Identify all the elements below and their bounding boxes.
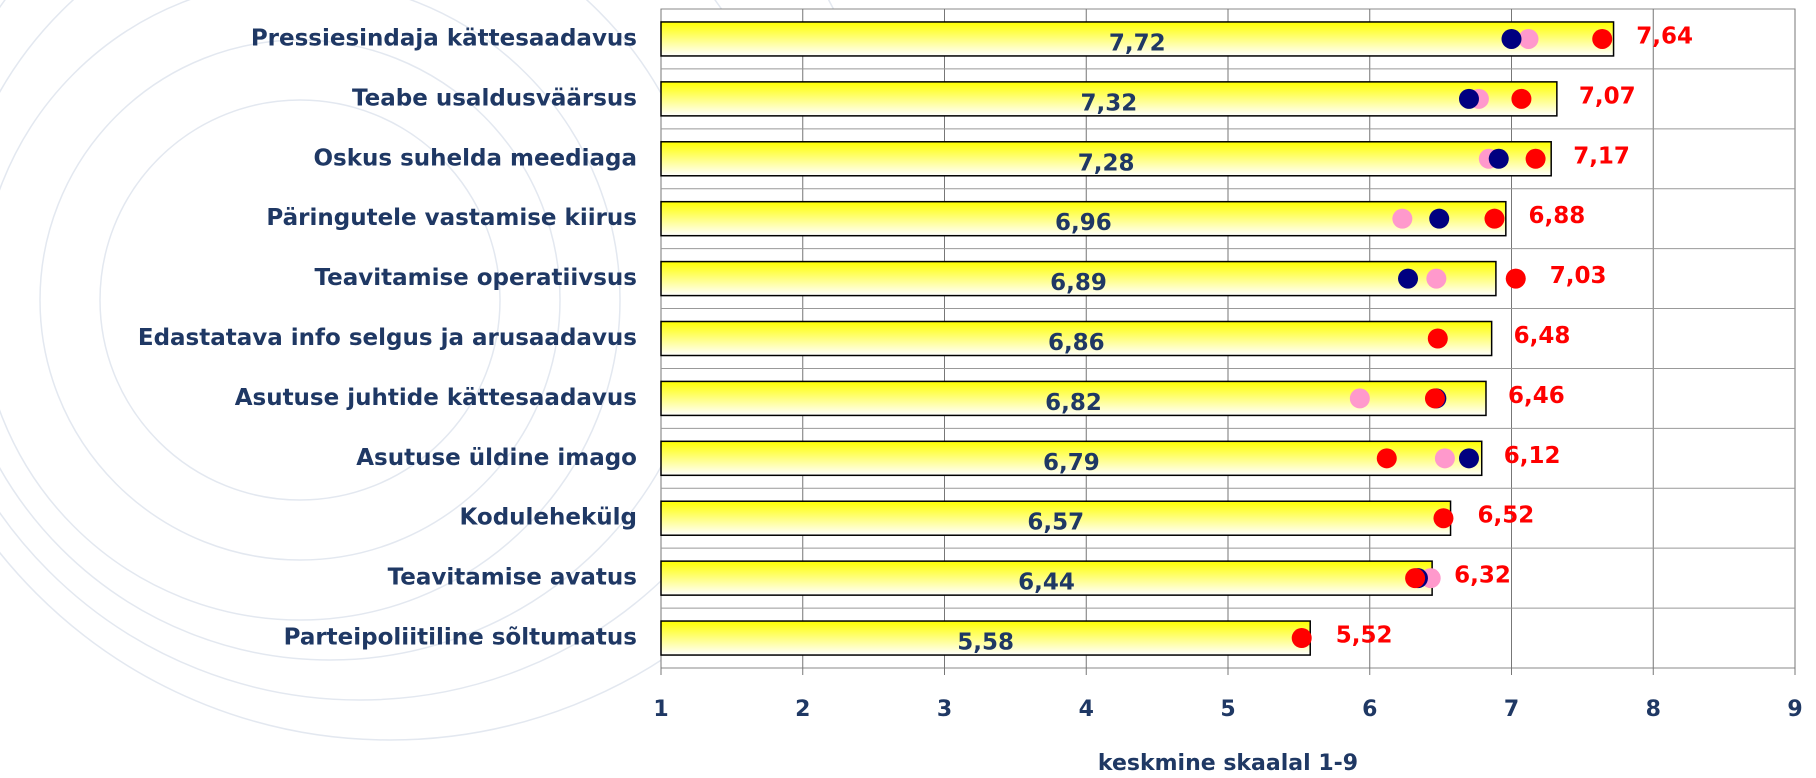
x-tick-label: 1 bbox=[653, 697, 668, 722]
y-tick-label: Oskus suhelda meediaga bbox=[313, 145, 637, 171]
bar bbox=[660, 380, 1487, 417]
bar-value-label: 5,58 bbox=[957, 630, 1014, 656]
y-tick-label: Pressiesindaja kättesaadavus bbox=[251, 25, 637, 51]
bar bbox=[660, 560, 1433, 596]
bar bbox=[660, 21, 1615, 57]
bar-value-label: 7,28 bbox=[1078, 150, 1135, 176]
bar-value-label: 7,32 bbox=[1081, 90, 1138, 116]
y-tick-label: Asutuse üldine imago bbox=[356, 445, 637, 471]
y-tick-label: Asutuse juhtide kättesaadavus bbox=[235, 385, 637, 411]
bar-value-label: 6,44 bbox=[1018, 570, 1075, 596]
marker bbox=[1434, 448, 1455, 469]
marker-value-label: 6,12 bbox=[1504, 443, 1561, 469]
bar bbox=[660, 260, 1497, 297]
bar bbox=[660, 141, 1552, 177]
bar-value-label: 6,57 bbox=[1027, 510, 1084, 536]
x-tick-label: 4 bbox=[1079, 697, 1094, 722]
marker bbox=[1427, 328, 1448, 349]
marker-value-label: 6,52 bbox=[1477, 503, 1534, 529]
marker bbox=[1488, 148, 1509, 169]
marker bbox=[1433, 508, 1454, 529]
x-axis-title: keskmine skaalal 1-9 bbox=[1098, 751, 1358, 776]
marker-value-label: 7,17 bbox=[1573, 143, 1630, 169]
bar-value-label: 6,82 bbox=[1045, 390, 1102, 416]
marker-value-label: 7,07 bbox=[1579, 83, 1636, 109]
x-tick-label: 5 bbox=[1220, 697, 1235, 722]
marker-value-label: 6,46 bbox=[1508, 383, 1565, 409]
x-tick-label: 9 bbox=[1787, 697, 1802, 722]
marker bbox=[1424, 388, 1445, 409]
y-tick-label: Edastatava info selgus ja arusaadavus bbox=[138, 325, 637, 351]
marker bbox=[1592, 28, 1613, 49]
marker bbox=[1525, 148, 1546, 169]
bar bbox=[660, 620, 1311, 656]
bar bbox=[660, 320, 1493, 357]
marker-value-label: 6,88 bbox=[1528, 203, 1585, 229]
x-tick-label: 6 bbox=[1362, 697, 1377, 722]
marker bbox=[1501, 28, 1522, 49]
x-tick-label: 2 bbox=[795, 697, 810, 722]
marker bbox=[1392, 208, 1413, 229]
marker bbox=[1505, 268, 1526, 289]
marker bbox=[1458, 448, 1479, 469]
bar-value-label: 6,86 bbox=[1048, 330, 1105, 356]
marker-value-label: 7,03 bbox=[1550, 263, 1607, 289]
marker-value-label: 5,52 bbox=[1336, 623, 1393, 649]
bar bbox=[660, 440, 1483, 477]
marker-value-label: 7,64 bbox=[1636, 23, 1693, 49]
y-tick-label: Teavitamise avatus bbox=[388, 565, 637, 591]
y-tick-label: Parteipoliitiline sõltumatus bbox=[284, 625, 637, 651]
marker bbox=[1429, 208, 1450, 229]
marker bbox=[1376, 448, 1397, 469]
x-tick-label: 7 bbox=[1504, 697, 1519, 722]
marker bbox=[1511, 88, 1532, 109]
marker bbox=[1291, 628, 1312, 649]
y-tick-label: Kodulehekülg bbox=[459, 505, 637, 531]
bar-value-label: 7,72 bbox=[1109, 30, 1166, 56]
bar-value-label: 6,79 bbox=[1043, 450, 1100, 476]
marker-value-label: 6,48 bbox=[1514, 323, 1571, 349]
marker bbox=[1458, 88, 1479, 109]
marker bbox=[1349, 388, 1370, 409]
x-tick-label: 3 bbox=[937, 697, 952, 722]
bar bbox=[660, 81, 1558, 117]
marker bbox=[1484, 208, 1505, 229]
bar bbox=[660, 200, 1507, 237]
x-tick-label: 8 bbox=[1646, 697, 1661, 722]
marker bbox=[1518, 28, 1539, 49]
y-tick-label: Teabe usaldusväärsus bbox=[352, 85, 637, 111]
y-tick-label: Teavitamise operatiivsus bbox=[314, 265, 637, 291]
bar-value-label: 6,89 bbox=[1050, 270, 1107, 296]
bar bbox=[660, 500, 1452, 536]
marker bbox=[1405, 568, 1426, 589]
marker-value-label: 6,32 bbox=[1454, 563, 1511, 589]
marker bbox=[1398, 268, 1419, 289]
y-tick-label: Päringutele vastamise kiirus bbox=[266, 205, 637, 231]
marker bbox=[1426, 268, 1447, 289]
bar-value-label: 6,96 bbox=[1055, 210, 1112, 236]
